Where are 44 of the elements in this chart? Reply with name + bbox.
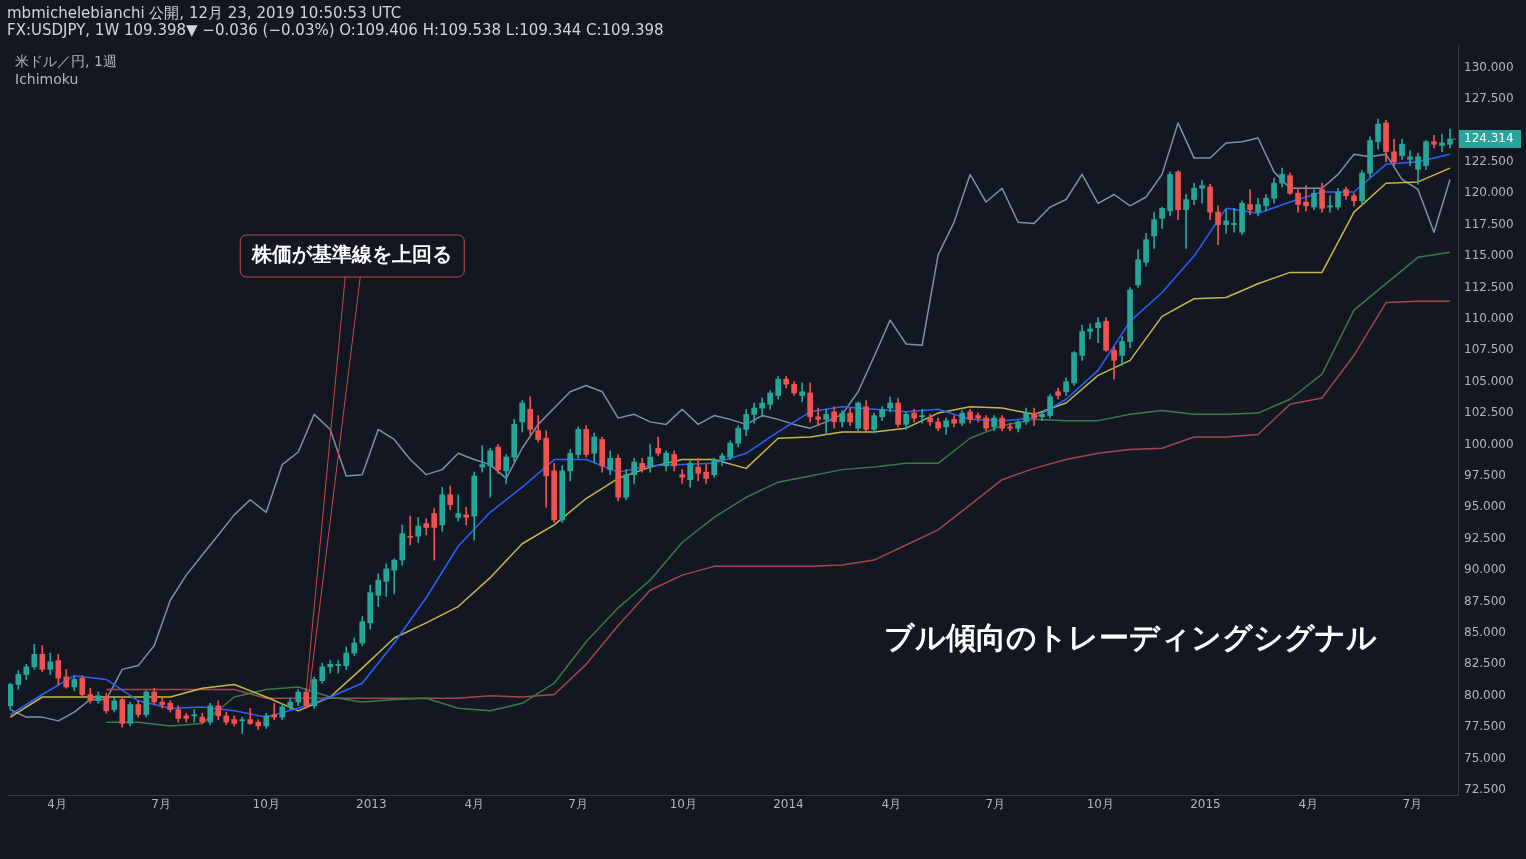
x-tick-label: 10月 [252, 797, 280, 812]
y-tick-label: 107.500 [1464, 342, 1514, 357]
y-tick-label: 80.000 [1464, 687, 1506, 702]
annotation: 124.314 [1464, 131, 1514, 146]
x-tick-label: 10月 [1086, 797, 1114, 812]
y-tick-label: 110.000 [1464, 310, 1514, 325]
x-tick-label: 7月 [1402, 797, 1423, 812]
x-tick-label: 10月 [669, 797, 697, 812]
x-tick-label: 4月 [464, 797, 485, 812]
x-tick-label: 4月 [1298, 797, 1319, 812]
annotation: 株価が基準線を上回る [251, 242, 453, 267]
y-tick-label: 72.500 [1464, 782, 1506, 797]
y-tick-label: 82.500 [1464, 656, 1506, 671]
y-tick-label: 115.000 [1464, 248, 1514, 263]
x-tick-label: 4月 [47, 797, 67, 812]
x-tick-label: 7月 [568, 797, 588, 812]
y-tick-label: 105.000 [1464, 373, 1514, 388]
y-tick-label: 100.000 [1464, 436, 1514, 451]
chart-title: mbmichelebianchi 公開, 12月 23, 2019 10:50:53 UTC [7, 3, 402, 22]
y-tick-label: 95.000 [1464, 499, 1506, 514]
annotation: ブル傾向のトレーディングシグナル [883, 619, 1377, 655]
y-tick-label: 102.500 [1464, 405, 1514, 420]
y-tick-label: 92.500 [1464, 530, 1506, 545]
x-tick-label: 4月 [881, 797, 902, 812]
x-tick-label: 2014 [773, 797, 804, 812]
annotation: 米ドル／円, 1週 [15, 52, 117, 69]
y-tick-label: 117.500 [1464, 216, 1514, 231]
y-tick-label: 127.500 [1464, 91, 1514, 106]
y-tick-label: 120.000 [1464, 185, 1514, 200]
y-tick-label: 90.000 [1464, 562, 1506, 577]
chart-subtitle: FX:USDJPY, 1W 109.398▼ −0.036 (−0.03%) O:109.406 H:109.538 L:109.344 C:109.398 [7, 20, 664, 39]
y-tick-label: 112.500 [1464, 279, 1514, 294]
x-tick-label: 7月 [985, 797, 1006, 812]
x-tick-label: 2013 [356, 797, 387, 812]
x-tick-label: 2015 [1190, 797, 1221, 812]
y-tick-label: 75.000 [1464, 750, 1506, 765]
y-tick-label: 85.000 [1464, 625, 1506, 640]
y-tick-label: 87.500 [1464, 593, 1506, 608]
y-tick-label: 77.500 [1464, 719, 1506, 734]
annotation: Ichimoku [15, 70, 79, 87]
y-tick-label: 97.500 [1464, 468, 1506, 483]
y-tick-label: 130.000 [1464, 59, 1514, 74]
x-tick-label: 7月 [151, 797, 171, 812]
y-tick-label: 122.500 [1464, 153, 1514, 168]
